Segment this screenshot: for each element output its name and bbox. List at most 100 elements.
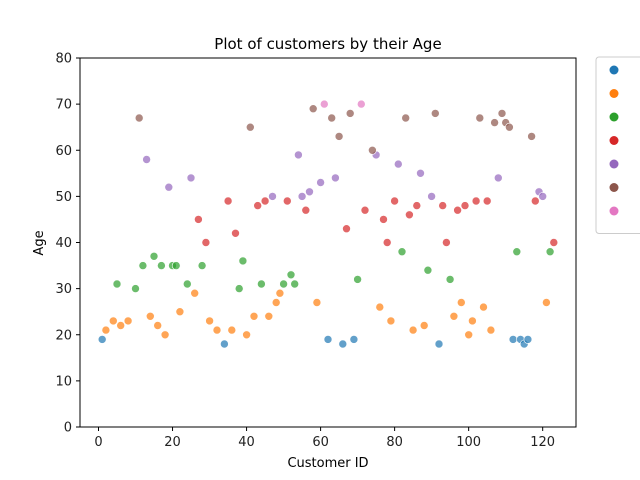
- y-tick-label: 60: [55, 144, 72, 159]
- data-point: [442, 238, 451, 247]
- data-point: [101, 325, 111, 335]
- data-point: [116, 321, 125, 330]
- data-point: [486, 325, 496, 335]
- data-point: [538, 192, 548, 201]
- data-point: [194, 215, 203, 224]
- series-5: [134, 104, 536, 155]
- data-point: [220, 339, 229, 349]
- x-tick-label: 0: [94, 435, 102, 450]
- data-point: [282, 196, 292, 206]
- data-point: [545, 247, 555, 256]
- data-point: [512, 247, 522, 256]
- data-point: [382, 238, 392, 247]
- data-point: [160, 330, 170, 340]
- legend: [595, 56, 640, 234]
- data-point: [268, 192, 277, 201]
- data-point: [260, 196, 270, 206]
- data-point: [138, 261, 148, 270]
- data-point: [153, 321, 162, 330]
- data-point: [523, 335, 533, 344]
- data-point: [379, 215, 388, 224]
- data-point: [234, 284, 244, 293]
- data-point: [301, 205, 311, 215]
- data-point: [242, 330, 251, 340]
- data-point: [423, 265, 433, 275]
- data-point: [360, 205, 370, 215]
- data-point: [493, 173, 503, 183]
- data-point: [475, 113, 485, 123]
- data-point: [464, 330, 474, 340]
- data-point: [249, 311, 259, 321]
- data-point: [197, 261, 207, 270]
- data-point: [175, 307, 185, 317]
- y-tick-label: 80: [55, 52, 72, 67]
- series-3: [194, 196, 559, 247]
- legend-marker: [609, 89, 619, 98]
- plot-area: [97, 99, 559, 349]
- data-point: [257, 279, 266, 289]
- data-point: [316, 178, 325, 187]
- data-point: [297, 192, 307, 201]
- data-point: [401, 113, 411, 123]
- data-point: [312, 298, 322, 307]
- data-point: [271, 298, 281, 307]
- data-point: [334, 132, 344, 141]
- data-point: [419, 321, 429, 330]
- data-point: [186, 173, 196, 183]
- y-tick-label: 10: [55, 374, 72, 389]
- x-axis: 0 20 40 60 80 100 120: [94, 427, 555, 450]
- data-point: [542, 298, 551, 307]
- x-tick-label: 100: [456, 435, 481, 450]
- data-point: [331, 173, 340, 183]
- data-point: [171, 261, 181, 270]
- data-point: [438, 201, 448, 210]
- data-point: [305, 187, 314, 197]
- series-2: [112, 247, 555, 293]
- series-1: [101, 288, 551, 340]
- data-point: [223, 196, 233, 206]
- data-point: [353, 275, 362, 284]
- data-point: [471, 196, 481, 206]
- data-point: [286, 270, 296, 280]
- data-point: [290, 279, 300, 289]
- data-point: [375, 302, 385, 312]
- data-point: [434, 339, 444, 349]
- y-tick-label: 50: [55, 190, 72, 205]
- data-point: [323, 335, 333, 344]
- legend-marker: [609, 112, 619, 122]
- data-point: [345, 109, 355, 118]
- data-point: [142, 155, 151, 164]
- data-point: [445, 275, 455, 284]
- x-axis-label: Customer ID: [287, 456, 368, 471]
- data-point: [134, 113, 144, 123]
- data-point: [479, 302, 488, 312]
- series-4: [142, 150, 548, 201]
- data-point: [497, 109, 507, 118]
- data-point: [123, 316, 133, 326]
- y-tick-label: 70: [55, 98, 72, 113]
- y-axis-label: Age: [32, 230, 47, 255]
- data-point: [338, 339, 348, 349]
- legend-frame: [595, 56, 640, 234]
- data-point: [456, 298, 466, 307]
- series-6: [319, 99, 366, 109]
- data-point: [212, 325, 222, 335]
- data-point: [279, 279, 288, 289]
- y-tick-label: 0: [64, 421, 72, 436]
- legend-marker: [609, 65, 619, 75]
- legend-marker: [609, 206, 619, 216]
- data-point: [490, 118, 499, 127]
- chart-title: Plot of customers by their Age: [214, 35, 441, 53]
- data-point: [131, 284, 140, 293]
- legend-marker: [609, 159, 619, 169]
- x-tick-label: 80: [386, 435, 403, 450]
- data-point: [190, 288, 199, 298]
- data-point: [405, 210, 414, 220]
- data-point: [246, 122, 255, 132]
- series-0: [97, 335, 533, 349]
- data-point: [430, 109, 440, 118]
- y-tick-label: 20: [55, 328, 72, 343]
- data-point: [112, 279, 122, 289]
- data-point: [97, 335, 107, 344]
